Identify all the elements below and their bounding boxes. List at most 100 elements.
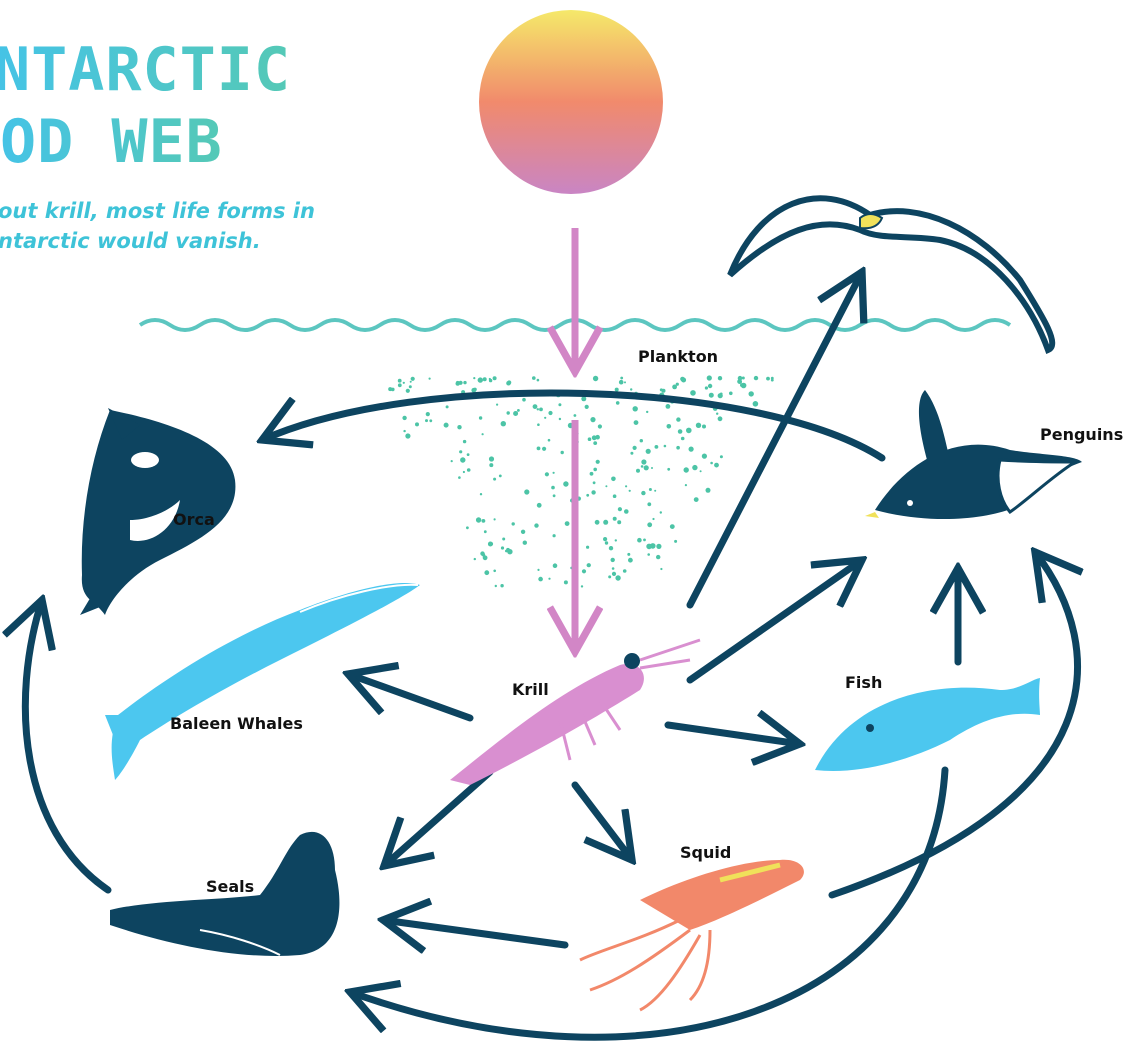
plankton-dot [553,563,558,568]
plankton-dot [641,491,645,495]
plankton-dot [388,387,392,391]
plankton-dot [460,457,465,462]
plankton-dot [729,392,733,396]
arrow [690,560,862,680]
plankton-dot [749,391,754,396]
arrow [384,772,490,866]
plankton-dot [643,539,646,542]
plankton-dot [483,377,487,381]
plankton-dot [595,520,600,525]
plankton-dot [553,472,555,474]
plankton-dot [398,379,402,383]
plankton-dot [646,449,651,454]
plankton-dot [647,502,651,506]
plankton-dot [523,541,527,545]
plankton-dot [708,384,712,388]
plankton-dot [502,538,505,541]
plankton-dot [593,441,597,445]
plankton-dot [710,462,713,465]
plankton-dot [558,403,561,406]
plankton-dot [676,417,680,421]
plankton-dot [684,467,689,472]
plankton-dot [506,548,510,552]
plankton-dot [586,546,589,549]
plankton-dot [587,563,591,567]
plankton-dot [574,414,577,417]
plankton-dot [646,411,648,413]
plankton-dot [429,419,432,422]
plankton-dot [586,494,589,497]
plankton-dot [718,416,723,421]
plankton-dot [537,447,541,451]
plankton-dot [537,503,542,508]
plankton-dot [612,572,616,576]
plankton-dot [483,555,488,560]
plankton-dot [537,408,539,410]
plankton-dot [590,417,595,422]
squid [580,860,804,1010]
plankton-dot [656,555,660,559]
plankton-dot [403,430,405,432]
plankton-dot [495,585,497,587]
plankton-dot [654,490,656,492]
plankton-dot [649,488,652,491]
plankton-dot [553,494,556,497]
plankton-dot [738,376,743,381]
plankton-dot [700,470,702,472]
plankton-dot [451,460,453,462]
plankton-dot [615,388,619,392]
plankton-dot [482,519,486,523]
plankton-dot [667,424,672,429]
plankton-dot [539,408,543,412]
plankton-dot [680,377,683,380]
plankton-dot [660,511,662,513]
node-label: Seals [206,877,254,896]
arrow [25,600,108,890]
plankton-dot [641,459,646,464]
plankton-dot [480,551,484,555]
plankton-dot [513,411,518,416]
plankton-dot [676,383,679,386]
plankton-dot [581,396,586,401]
node-label: Orca [173,510,215,529]
plankton-dot [457,425,461,429]
plankton-dot [634,420,639,425]
plankton-dot [627,553,630,556]
title: NTARCTIC [0,35,291,105]
krill [450,640,700,785]
plankton-dot [718,376,722,380]
plankton-dot [660,568,662,570]
plankton-dot [595,435,600,440]
plankton-dot [702,454,707,459]
plankton-dot [696,423,701,428]
plankton-dot [678,429,683,434]
plankton-dot [655,445,659,449]
plankton-dot [611,558,615,562]
plankton-dot [644,465,649,470]
plankton-dot [633,406,638,411]
plankton-dot [676,446,680,450]
plankton-dot [425,419,428,422]
plankton-dot [714,463,719,468]
plankton-dot [517,409,520,412]
plankton-dot [429,378,431,380]
plankton-dot [459,450,462,453]
plankton-dot [409,385,412,388]
plankton-dot [618,507,622,511]
plankton-dot [537,423,540,426]
plankton-dot [625,485,627,487]
node-label: Squid [680,843,731,862]
plankton-dot [559,418,561,420]
plankton-dot [507,380,511,384]
food-web: NTARCTIC OD WEB out krill, most life for… [0,0,1127,1063]
plankton-dot [694,497,699,502]
plankton-dot [544,417,546,419]
plankton-dot [538,577,543,582]
plankton-dot [591,490,595,494]
plankton-dot [553,534,556,537]
plankton-dot [754,376,758,380]
plankton-dot [463,471,465,473]
plankton-dot [489,379,492,382]
plankton-dot [716,413,718,415]
plankton-dot [685,484,687,486]
